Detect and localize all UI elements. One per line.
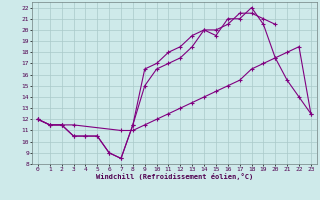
- X-axis label: Windchill (Refroidissement éolien,°C): Windchill (Refroidissement éolien,°C): [96, 173, 253, 180]
